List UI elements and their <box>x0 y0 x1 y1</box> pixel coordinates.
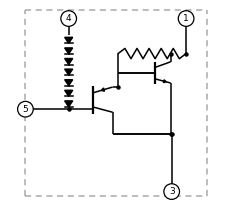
Circle shape <box>178 11 193 26</box>
Polygon shape <box>64 90 72 96</box>
Polygon shape <box>64 80 72 86</box>
Circle shape <box>17 101 33 117</box>
Text: 5: 5 <box>22 105 28 114</box>
Polygon shape <box>64 101 72 107</box>
Polygon shape <box>64 69 72 75</box>
Text: 1: 1 <box>183 14 188 23</box>
Circle shape <box>163 184 179 199</box>
Text: 4: 4 <box>66 14 71 23</box>
Text: 3: 3 <box>168 187 174 196</box>
Polygon shape <box>64 37 72 43</box>
Polygon shape <box>64 48 72 54</box>
Polygon shape <box>163 80 165 83</box>
Circle shape <box>61 11 76 26</box>
Polygon shape <box>64 59 72 64</box>
Polygon shape <box>101 88 104 91</box>
